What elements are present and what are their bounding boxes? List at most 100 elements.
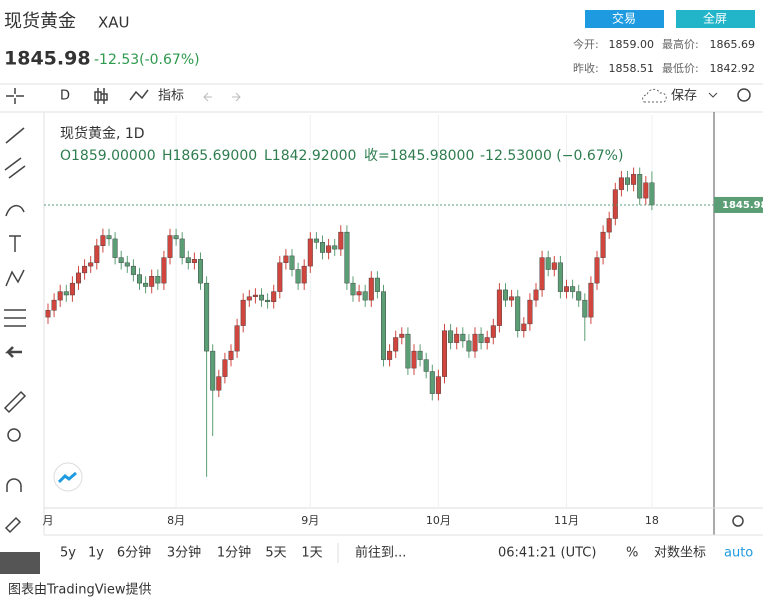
candle-body <box>472 333 478 352</box>
candle-body <box>240 299 246 326</box>
trade-button[interactable] <box>585 10 664 28</box>
candle-body <box>557 262 563 292</box>
stat-label: 今开: <box>573 37 599 51</box>
fullscreen-button[interactable] <box>676 10 755 28</box>
text-tool[interactable] <box>9 235 21 252</box>
candle-body <box>484 337 490 343</box>
candle-body <box>368 277 374 301</box>
cloud-icon[interactable] <box>642 88 667 103</box>
candle-body <box>51 299 57 311</box>
candle-body <box>210 350 216 391</box>
measure-tool[interactable] <box>4 309 26 327</box>
candle-body <box>618 177 624 190</box>
log-button[interactable]: 对数坐标 <box>654 546 706 561</box>
fib-tool[interactable] <box>4 157 26 179</box>
candle-body <box>448 330 454 343</box>
candle-body <box>259 294 265 301</box>
candle-body <box>136 274 142 284</box>
dropdown[interactable] <box>708 92 718 98</box>
axis-settings[interactable] <box>732 515 744 527</box>
drawing-tools <box>3 127 27 534</box>
crosshair-icon[interactable] <box>6 88 24 104</box>
collapse-button[interactable] <box>0 552 40 574</box>
x-tick-label: 11月 <box>554 514 579 527</box>
candle-body <box>466 340 472 352</box>
candle-body <box>509 296 515 301</box>
interval[interactable]: D <box>60 89 70 104</box>
legend-ohlc: O1859.00000 <box>60 148 156 164</box>
candle-body <box>350 282 356 296</box>
x-tick-label: 9月 <box>301 514 319 527</box>
candle-body <box>191 259 197 263</box>
candle-body <box>161 257 167 284</box>
line-tool[interactable] <box>5 127 25 144</box>
candle-body <box>362 291 368 301</box>
save[interactable]: 保存 <box>671 89 697 104</box>
magnet-tool[interactable] <box>6 478 22 492</box>
candle-body <box>332 245 338 250</box>
undo-redo[interactable] <box>203 92 241 102</box>
candle-body <box>228 350 234 360</box>
brush-tool[interactable] <box>5 204 25 217</box>
range-button[interactable]: 1天 <box>301 546 322 561</box>
candle-body <box>57 291 63 301</box>
candle-body <box>399 333 405 338</box>
candle-body <box>460 333 466 342</box>
candle-body <box>551 262 557 270</box>
auto-button[interactable]: auto <box>724 546 753 561</box>
legend-ohlc: -12.53000 (−0.67%) <box>480 148 623 164</box>
candle-body <box>637 174 643 199</box>
candle-body <box>588 282 594 318</box>
bottom-bar: 5y 1y 6分钟 3分钟 1分钟 5天 1天 前往到... 06:41:21 (UTC)% 对数… <box>60 543 753 563</box>
indicators[interactable]: 指标 <box>158 89 184 104</box>
candle-body <box>75 272 81 284</box>
candle-icon[interactable] <box>94 88 108 104</box>
candle-body <box>88 262 94 267</box>
range-button[interactable]: 6分钟 <box>117 545 151 561</box>
candle-body <box>576 291 582 301</box>
candle-body <box>338 231 344 250</box>
candle-body <box>527 299 533 325</box>
ruler-tool[interactable] <box>3 390 27 414</box>
pattern-tool[interactable] <box>5 269 25 287</box>
goto-button[interactable]: 前往到... <box>355 545 406 561</box>
range-button[interactable]: 3分钟 <box>167 545 201 561</box>
candle-body <box>204 282 210 352</box>
percent-button[interactable]: % <box>626 546 638 561</box>
candle-body <box>100 235 106 246</box>
candle-body <box>594 257 600 284</box>
range-button[interactable]: 5y <box>60 546 76 561</box>
candles: 1845.98 <box>44 167 763 477</box>
range-button[interactable]: 5天 <box>265 546 286 561</box>
candle-body <box>515 296 521 331</box>
candle-body <box>130 265 136 275</box>
x-tick-label: 18 <box>645 514 659 527</box>
candle-body <box>271 291 277 303</box>
stat-value: 1842.92 <box>710 62 756 75</box>
range-button[interactable]: 1分钟 <box>217 545 251 561</box>
indicator-icon[interactable] <box>129 89 149 101</box>
zoom-tool[interactable] <box>7 428 21 442</box>
symbol: XAU <box>98 14 130 32</box>
candle-body <box>393 337 399 352</box>
candle-body <box>570 286 576 292</box>
candle-body <box>69 282 75 296</box>
candle-body <box>216 376 222 391</box>
back-tool[interactable] <box>4 346 22 358</box>
logo-mark <box>57 471 77 484</box>
candle-body <box>454 333 460 343</box>
settings-icon[interactable] <box>737 88 751 102</box>
fullscreen-label[interactable]: 全屏 <box>703 11 727 26</box>
candle-body <box>167 235 173 258</box>
title: 现货黄金 <box>4 11 76 32</box>
trade-label[interactable]: 交易 <box>612 11 636 26</box>
lock-tool[interactable] <box>4 516 22 534</box>
candle-body <box>326 245 332 253</box>
range-button[interactable]: 1y <box>88 546 104 561</box>
candle-body <box>295 269 301 284</box>
candle-body <box>490 325 496 338</box>
candle-body <box>45 310 51 318</box>
candle-body <box>283 255 289 263</box>
legend-ohlc: L1842.92000 <box>264 148 356 164</box>
candle-body <box>539 257 545 291</box>
